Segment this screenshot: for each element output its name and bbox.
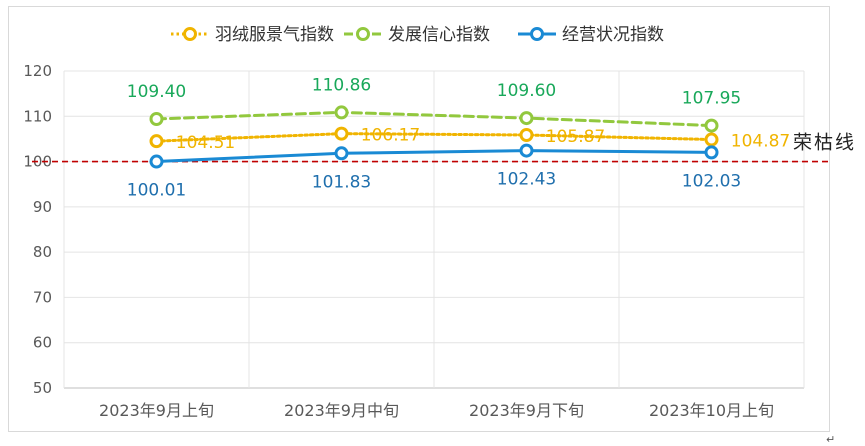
y-tick-label: 70 xyxy=(33,288,52,306)
data-point xyxy=(519,111,534,126)
data-point xyxy=(519,143,534,158)
data-point xyxy=(149,134,164,149)
legend-marker xyxy=(356,27,370,41)
y-tick-label: 120 xyxy=(23,62,52,80)
x-tick-label: 2023年9月上旬 xyxy=(99,401,214,420)
data-label: 102.03 xyxy=(682,171,741,191)
data-label: 107.95 xyxy=(682,89,741,109)
reference-line-label: 荣枯线 xyxy=(793,132,856,154)
data-point xyxy=(334,105,349,120)
data-point xyxy=(704,132,719,147)
x-tick-label: 2023年9月中旬 xyxy=(284,401,399,420)
series-line xyxy=(155,110,713,128)
y-tick-label: 50 xyxy=(33,379,52,397)
series-line xyxy=(155,149,713,164)
chart-frame xyxy=(8,6,830,432)
data-label: 101.83 xyxy=(312,172,371,192)
y-tick-label: 80 xyxy=(33,243,52,261)
data-label: 104.51 xyxy=(176,133,235,153)
y-tick-label: 90 xyxy=(33,198,52,216)
data-label-layer: 104.51 106.17 105.87 104.87 109.40 110.86 109.… xyxy=(127,75,790,200)
paragraph-mark: ↵ xyxy=(826,433,835,446)
data-label: 100.01 xyxy=(127,181,186,201)
data-point xyxy=(149,112,164,127)
legend-marker xyxy=(183,27,197,41)
y-tick-label: 60 xyxy=(33,334,52,352)
series-layer xyxy=(149,105,719,169)
legend-label: 经营状况指数 xyxy=(562,25,664,45)
data-point xyxy=(334,146,349,161)
data-point xyxy=(704,145,719,160)
x-tick-label: 2023年10月上旬 xyxy=(649,401,774,420)
data-label: 102.43 xyxy=(497,170,556,190)
data-point xyxy=(704,118,719,133)
data-label: 105.87 xyxy=(546,127,605,147)
legend-marker xyxy=(530,27,544,41)
series-line xyxy=(155,132,713,143)
legend: 羽绒服景气指数 发展信心指数 经营状况指数 xyxy=(171,25,664,45)
data-point xyxy=(519,127,534,142)
data-label: 104.87 xyxy=(731,132,790,152)
data-label: 109.40 xyxy=(127,82,186,102)
data-label: 106.17 xyxy=(361,126,420,146)
data-label: 110.86 xyxy=(312,75,371,95)
data-label: 109.60 xyxy=(497,81,556,101)
x-tick-label: 2023年9月下旬 xyxy=(469,401,584,420)
data-point xyxy=(334,126,349,141)
y-tick-label: 110 xyxy=(23,107,52,125)
legend-label: 羽绒服景气指数 xyxy=(215,25,334,45)
data-point xyxy=(149,154,164,169)
legend-label: 发展信心指数 xyxy=(388,25,490,45)
